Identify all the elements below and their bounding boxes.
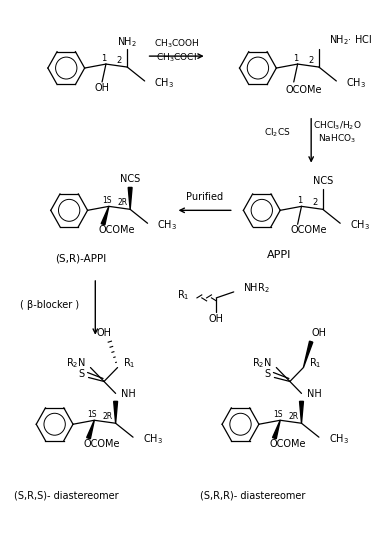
Polygon shape xyxy=(114,402,118,424)
Text: S: S xyxy=(79,368,85,378)
Text: 1: 1 xyxy=(293,53,298,63)
Text: 2R: 2R xyxy=(103,412,113,421)
Polygon shape xyxy=(303,341,313,367)
Text: NCS: NCS xyxy=(312,177,333,186)
Polygon shape xyxy=(128,188,132,210)
Text: 1S: 1S xyxy=(87,410,97,419)
Text: 2R: 2R xyxy=(289,412,299,421)
Text: CHCl$_3$/H$_2$O: CHCl$_3$/H$_2$O xyxy=(313,119,362,132)
Text: 1S: 1S xyxy=(102,196,112,205)
Text: 2R: 2R xyxy=(117,198,128,207)
Text: CH$_3$: CH$_3$ xyxy=(154,76,174,90)
Text: CH$_3$: CH$_3$ xyxy=(350,218,370,232)
Text: OCOMe: OCOMe xyxy=(285,85,322,95)
Text: R$_1$: R$_1$ xyxy=(177,288,189,302)
Polygon shape xyxy=(299,402,303,424)
Text: 2: 2 xyxy=(312,198,318,207)
Polygon shape xyxy=(87,420,94,439)
Text: Purified: Purified xyxy=(186,192,223,202)
Text: CH$_3$: CH$_3$ xyxy=(329,432,349,446)
Text: CH$_3$: CH$_3$ xyxy=(157,218,177,232)
Text: NH: NH xyxy=(121,389,136,399)
Text: Cl$_2$CS: Cl$_2$CS xyxy=(264,126,291,139)
Text: CH$_3$COOH: CH$_3$COOH xyxy=(154,38,199,51)
Text: OCOMe: OCOMe xyxy=(270,439,306,449)
Text: APPI: APPI xyxy=(267,250,291,260)
Text: CH$_3$COCl: CH$_3$COCl xyxy=(156,52,197,64)
Text: 1S: 1S xyxy=(274,410,283,419)
Text: R$_1$: R$_1$ xyxy=(123,356,136,371)
Text: OH: OH xyxy=(311,328,326,338)
Text: NCS: NCS xyxy=(120,174,140,184)
Text: NaHCO$_3$: NaHCO$_3$ xyxy=(318,133,356,145)
Text: 1: 1 xyxy=(101,53,107,63)
Text: OCOMe: OCOMe xyxy=(98,226,135,235)
Text: OH: OH xyxy=(95,83,110,93)
Polygon shape xyxy=(101,206,109,225)
Text: R$_2$N: R$_2$N xyxy=(252,356,272,371)
Text: (S,R,S)- diastereomer: (S,R,S)- diastereomer xyxy=(14,491,118,501)
Text: 2: 2 xyxy=(117,56,122,64)
Text: 2: 2 xyxy=(309,56,314,64)
Text: R$_2$N: R$_2$N xyxy=(66,356,86,371)
Text: NH$_2$· HCl: NH$_2$· HCl xyxy=(329,34,372,47)
Text: ( β-blocker ): ( β-blocker ) xyxy=(20,300,79,310)
Text: 1: 1 xyxy=(297,196,302,205)
Text: NHR$_2$: NHR$_2$ xyxy=(243,281,270,295)
Polygon shape xyxy=(272,420,280,439)
Text: S: S xyxy=(265,368,271,378)
Text: CH$_3$: CH$_3$ xyxy=(346,76,366,90)
Text: NH: NH xyxy=(307,389,322,399)
Text: OH: OH xyxy=(97,328,112,338)
Text: (S,R,R)- diastereomer: (S,R,R)- diastereomer xyxy=(201,491,306,501)
Text: CH$_3$: CH$_3$ xyxy=(143,432,163,446)
Text: (S,R)-APPI: (S,R)-APPI xyxy=(55,253,107,263)
Text: NH$_2$: NH$_2$ xyxy=(117,35,137,49)
Text: R$_1$: R$_1$ xyxy=(309,356,322,371)
Text: OCOMe: OCOMe xyxy=(84,439,120,449)
Text: OCOMe: OCOMe xyxy=(291,226,327,235)
Text: OH: OH xyxy=(209,314,224,324)
